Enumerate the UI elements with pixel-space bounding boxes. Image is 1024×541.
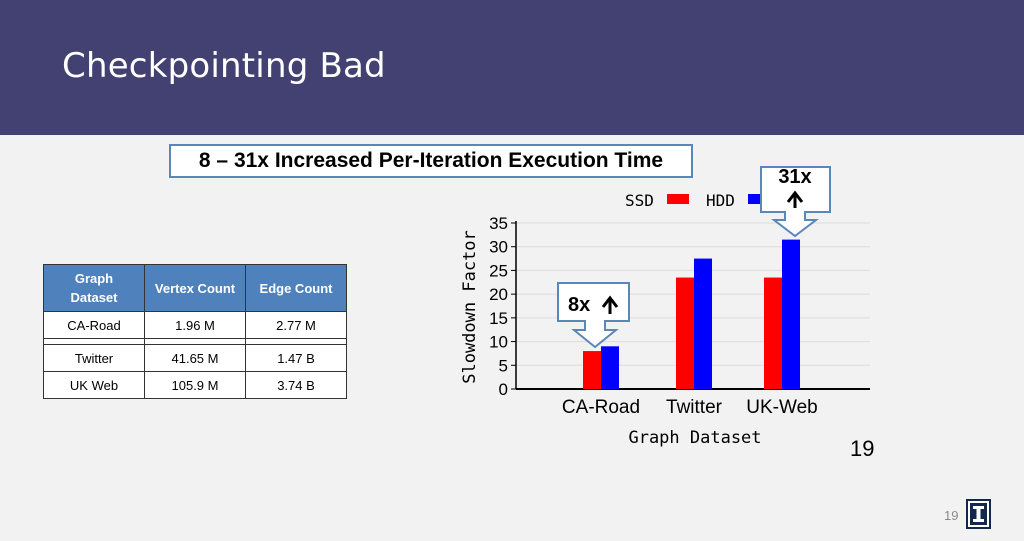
y-tick-label: 0: [499, 380, 508, 399]
y-tick-label: 30: [489, 238, 508, 257]
legend-swatch-hdd: [748, 194, 770, 204]
table-cell: CA-Road: [43, 311, 145, 339]
table-cell: 105.9 M: [144, 371, 246, 399]
bar-ssd: [764, 277, 782, 389]
dataset-table: Graph Dataset Vertex Count Edge Count CA…: [43, 264, 347, 399]
callout-31x-label: 31x: [778, 166, 811, 188]
table-cell: 1.47 B: [245, 344, 347, 372]
table-cell: UK Web: [43, 371, 145, 399]
table-header-row: Graph Dataset Vertex Count Edge Count: [43, 264, 347, 312]
university-logo-icon: [966, 499, 991, 529]
table-cell: 2.77 M: [245, 311, 347, 339]
table-row: UK Web 105.9 M 3.74 B: [43, 371, 347, 399]
table-cell: 1.96 M: [144, 311, 246, 339]
table-cell: 3.74 B: [245, 371, 347, 399]
legend-label-hdd: HDD: [706, 191, 735, 210]
y-tick-label: 10: [489, 333, 508, 352]
y-tick-label: 5: [499, 356, 508, 375]
table-cell: 41.65 M: [144, 344, 246, 372]
slide-title: Checkpointing Bad: [62, 46, 386, 86]
bar-ssd: [676, 277, 694, 389]
header-vertex-count: Vertex Count: [144, 264, 246, 312]
y-tick-label: 35: [489, 214, 508, 233]
header-graph-dataset: Graph Dataset: [43, 264, 145, 312]
x-tick-label: Twitter: [666, 397, 723, 418]
slowdown-bar-chart: 0 5 10 15 20 25 30 35 CA-Road Twitter UK-Web Graph …: [460, 166, 870, 448]
x-tick-label: UK-Web: [746, 397, 817, 418]
bar-ssd: [583, 351, 601, 389]
table-row: Twitter 41.65 M 1.47 B: [43, 344, 347, 372]
up-arrow-icon: [786, 190, 804, 208]
slide-header: Checkpointing Bad: [0, 0, 1024, 135]
table-cell: Twitter: [43, 344, 145, 372]
x-tick-label: CA-Road: [562, 397, 640, 418]
y-tick-label: 20: [489, 285, 508, 304]
legend-label-ssd: SSD: [625, 191, 654, 210]
legend-swatch-ssd: [667, 194, 689, 204]
table-gap: [43, 338, 347, 345]
page-number: 19: [944, 508, 959, 523]
result-banner: 8 – 31x Increased Per-Iteration Executio…: [169, 144, 693, 178]
slide-number-large: 19: [850, 436, 875, 461]
bar-hdd: [601, 346, 619, 389]
callout-8x-label: 8x: [568, 294, 590, 316]
y-tick-label: 15: [489, 309, 508, 328]
y-axis-label: Slowdown Factor: [460, 230, 480, 384]
table-row: CA-Road 1.96 M 2.77 M: [43, 311, 347, 339]
bar-hdd: [782, 239, 800, 389]
y-tick-label: 25: [489, 261, 508, 280]
bar-hdd: [694, 258, 712, 389]
header-edge-count: Edge Count: [245, 264, 347, 312]
x-axis-label: Graph Dataset: [628, 428, 761, 448]
up-arrow-icon: [601, 295, 619, 314]
